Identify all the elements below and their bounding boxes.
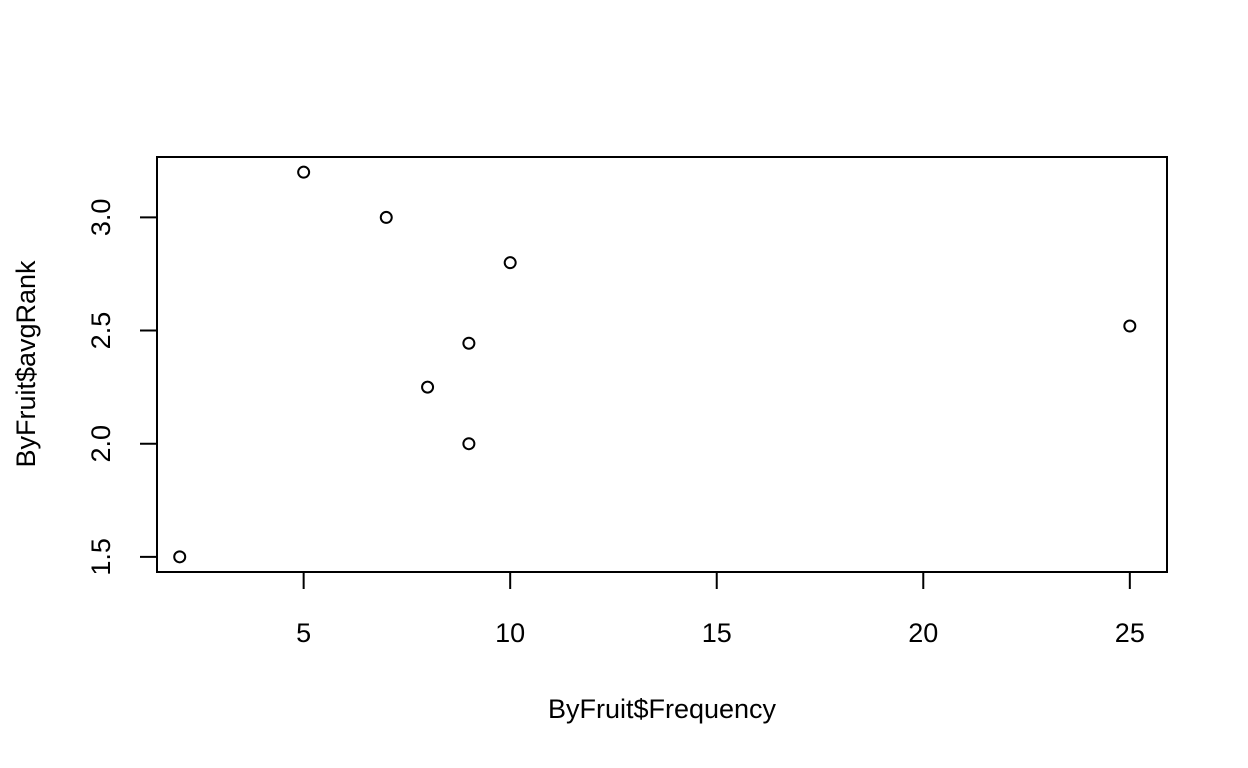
data-point — [379, 210, 393, 224]
data-point — [503, 256, 517, 270]
y-tick-label: 2.5 — [86, 312, 116, 350]
y-tick-label: 3.0 — [86, 199, 116, 237]
x-axis: 5 10 15 20 25 — [296, 571, 1145, 648]
data-point — [173, 550, 187, 564]
y-tick-label: 1.5 — [86, 538, 116, 576]
data-point — [421, 380, 435, 394]
y-axis-title: ByFruit$avgRank — [11, 260, 41, 468]
x-tick-label: 20 — [908, 618, 938, 648]
x-tick-label: 15 — [702, 618, 732, 648]
data-point — [462, 437, 476, 451]
y-tick-label: 2.0 — [86, 425, 116, 463]
data-point — [462, 336, 476, 350]
x-tick-label: 25 — [1115, 618, 1145, 648]
y-axis: 1.5 2.0 2.5 3.0 — [86, 199, 158, 576]
data-point — [1123, 319, 1137, 333]
data-points — [173, 165, 1137, 564]
plot-frame — [156, 156, 1168, 573]
x-axis-title: ByFruit$Frequency — [548, 694, 777, 724]
x-tick-label: 5 — [296, 618, 311, 648]
x-tick-label: 10 — [495, 618, 525, 648]
data-point — [297, 165, 311, 179]
